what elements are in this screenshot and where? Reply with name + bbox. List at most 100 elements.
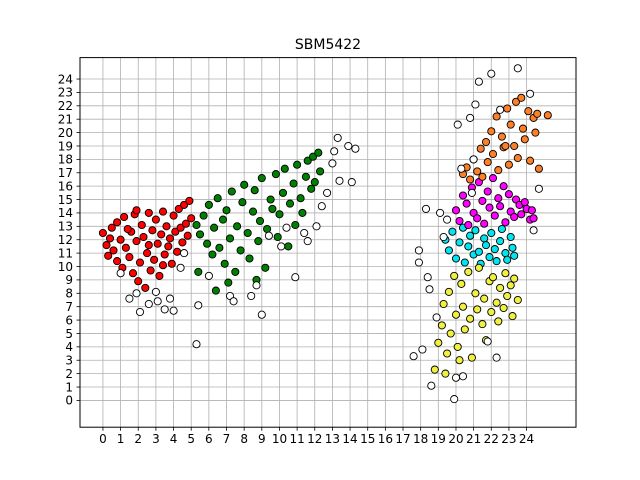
data-point (496, 283, 505, 292)
data-point (499, 303, 508, 313)
data-point (455, 356, 464, 365)
data-point (181, 219, 190, 228)
data-point (451, 254, 461, 263)
data-point (481, 241, 491, 250)
data-point (335, 176, 344, 185)
data-point (192, 220, 201, 230)
data-point (473, 214, 482, 223)
data-point (187, 214, 196, 223)
data-point (497, 224, 506, 234)
data-point (508, 312, 517, 321)
data-point (158, 207, 168, 216)
data-point (471, 289, 480, 298)
data-point (492, 112, 501, 121)
data-point (418, 345, 427, 354)
data-point (466, 231, 475, 240)
data-point (250, 186, 259, 195)
data-point (314, 148, 323, 157)
data-point (460, 325, 469, 334)
data-point (169, 211, 178, 220)
data-point (451, 206, 461, 215)
data-point (323, 188, 332, 197)
data-point (225, 234, 235, 243)
data-point (344, 141, 353, 151)
data-point (517, 210, 526, 219)
data-point (423, 273, 432, 282)
data-point (220, 259, 229, 268)
data-point (488, 273, 498, 282)
data-point (291, 220, 300, 230)
data-point (236, 246, 245, 255)
data-point (278, 188, 288, 197)
data-point (450, 395, 459, 404)
data-point (121, 243, 130, 252)
data-point (501, 269, 510, 278)
data-point (543, 111, 552, 120)
data-point (134, 277, 143, 286)
data-point (524, 107, 533, 116)
data-point (464, 242, 473, 251)
data-point (132, 206, 141, 215)
data-point (165, 294, 175, 303)
data-point (330, 147, 339, 156)
data-point (105, 234, 115, 243)
data-point (473, 167, 482, 176)
data-point (125, 253, 134, 262)
data-point (176, 263, 185, 272)
data-point (268, 204, 277, 213)
data-point (517, 93, 526, 102)
data-point (98, 228, 107, 238)
data-point (444, 246, 453, 255)
data-point (487, 127, 496, 136)
data-point (483, 337, 492, 346)
data-point (451, 373, 461, 382)
data-point (153, 239, 162, 248)
data-point (453, 120, 462, 129)
data-point (102, 241, 111, 250)
data-point (526, 89, 535, 98)
data-point (277, 242, 286, 251)
data-point (467, 353, 476, 362)
data-point (436, 208, 445, 217)
data-point (135, 307, 145, 317)
chart-title: SBM5422 (295, 37, 361, 53)
data-point (520, 135, 529, 144)
data-point (296, 194, 305, 203)
data-point (227, 187, 236, 196)
data-point (480, 294, 489, 303)
data-point (501, 218, 510, 227)
x-tick-label: 2 (134, 432, 142, 446)
data-point (176, 223, 185, 232)
data-point (224, 278, 233, 287)
data-point (139, 232, 148, 242)
y-tick-label: 7 (65, 300, 73, 314)
data-point (414, 258, 423, 267)
data-point (248, 207, 258, 216)
data-point (499, 182, 508, 191)
data-point (151, 215, 160, 224)
data-point (450, 271, 459, 280)
data-point (471, 100, 480, 109)
data-point (476, 144, 485, 153)
y-tick-label: 0 (65, 394, 73, 408)
data-point (285, 199, 295, 208)
data-point (194, 301, 203, 310)
data-point (291, 273, 300, 282)
data-point (494, 317, 503, 326)
data-point (462, 199, 471, 208)
data-point (458, 302, 468, 311)
y-tick-label: 19 (58, 139, 73, 153)
data-point (457, 279, 466, 288)
data-point (116, 235, 125, 244)
data-point (144, 208, 153, 217)
data-point (233, 222, 242, 231)
data-point (165, 234, 175, 243)
x-tick-label: 7 (223, 432, 231, 446)
data-point (316, 167, 325, 176)
data-point (266, 195, 275, 204)
data-point (526, 156, 535, 165)
data-point (490, 245, 499, 254)
data-point (151, 287, 160, 296)
